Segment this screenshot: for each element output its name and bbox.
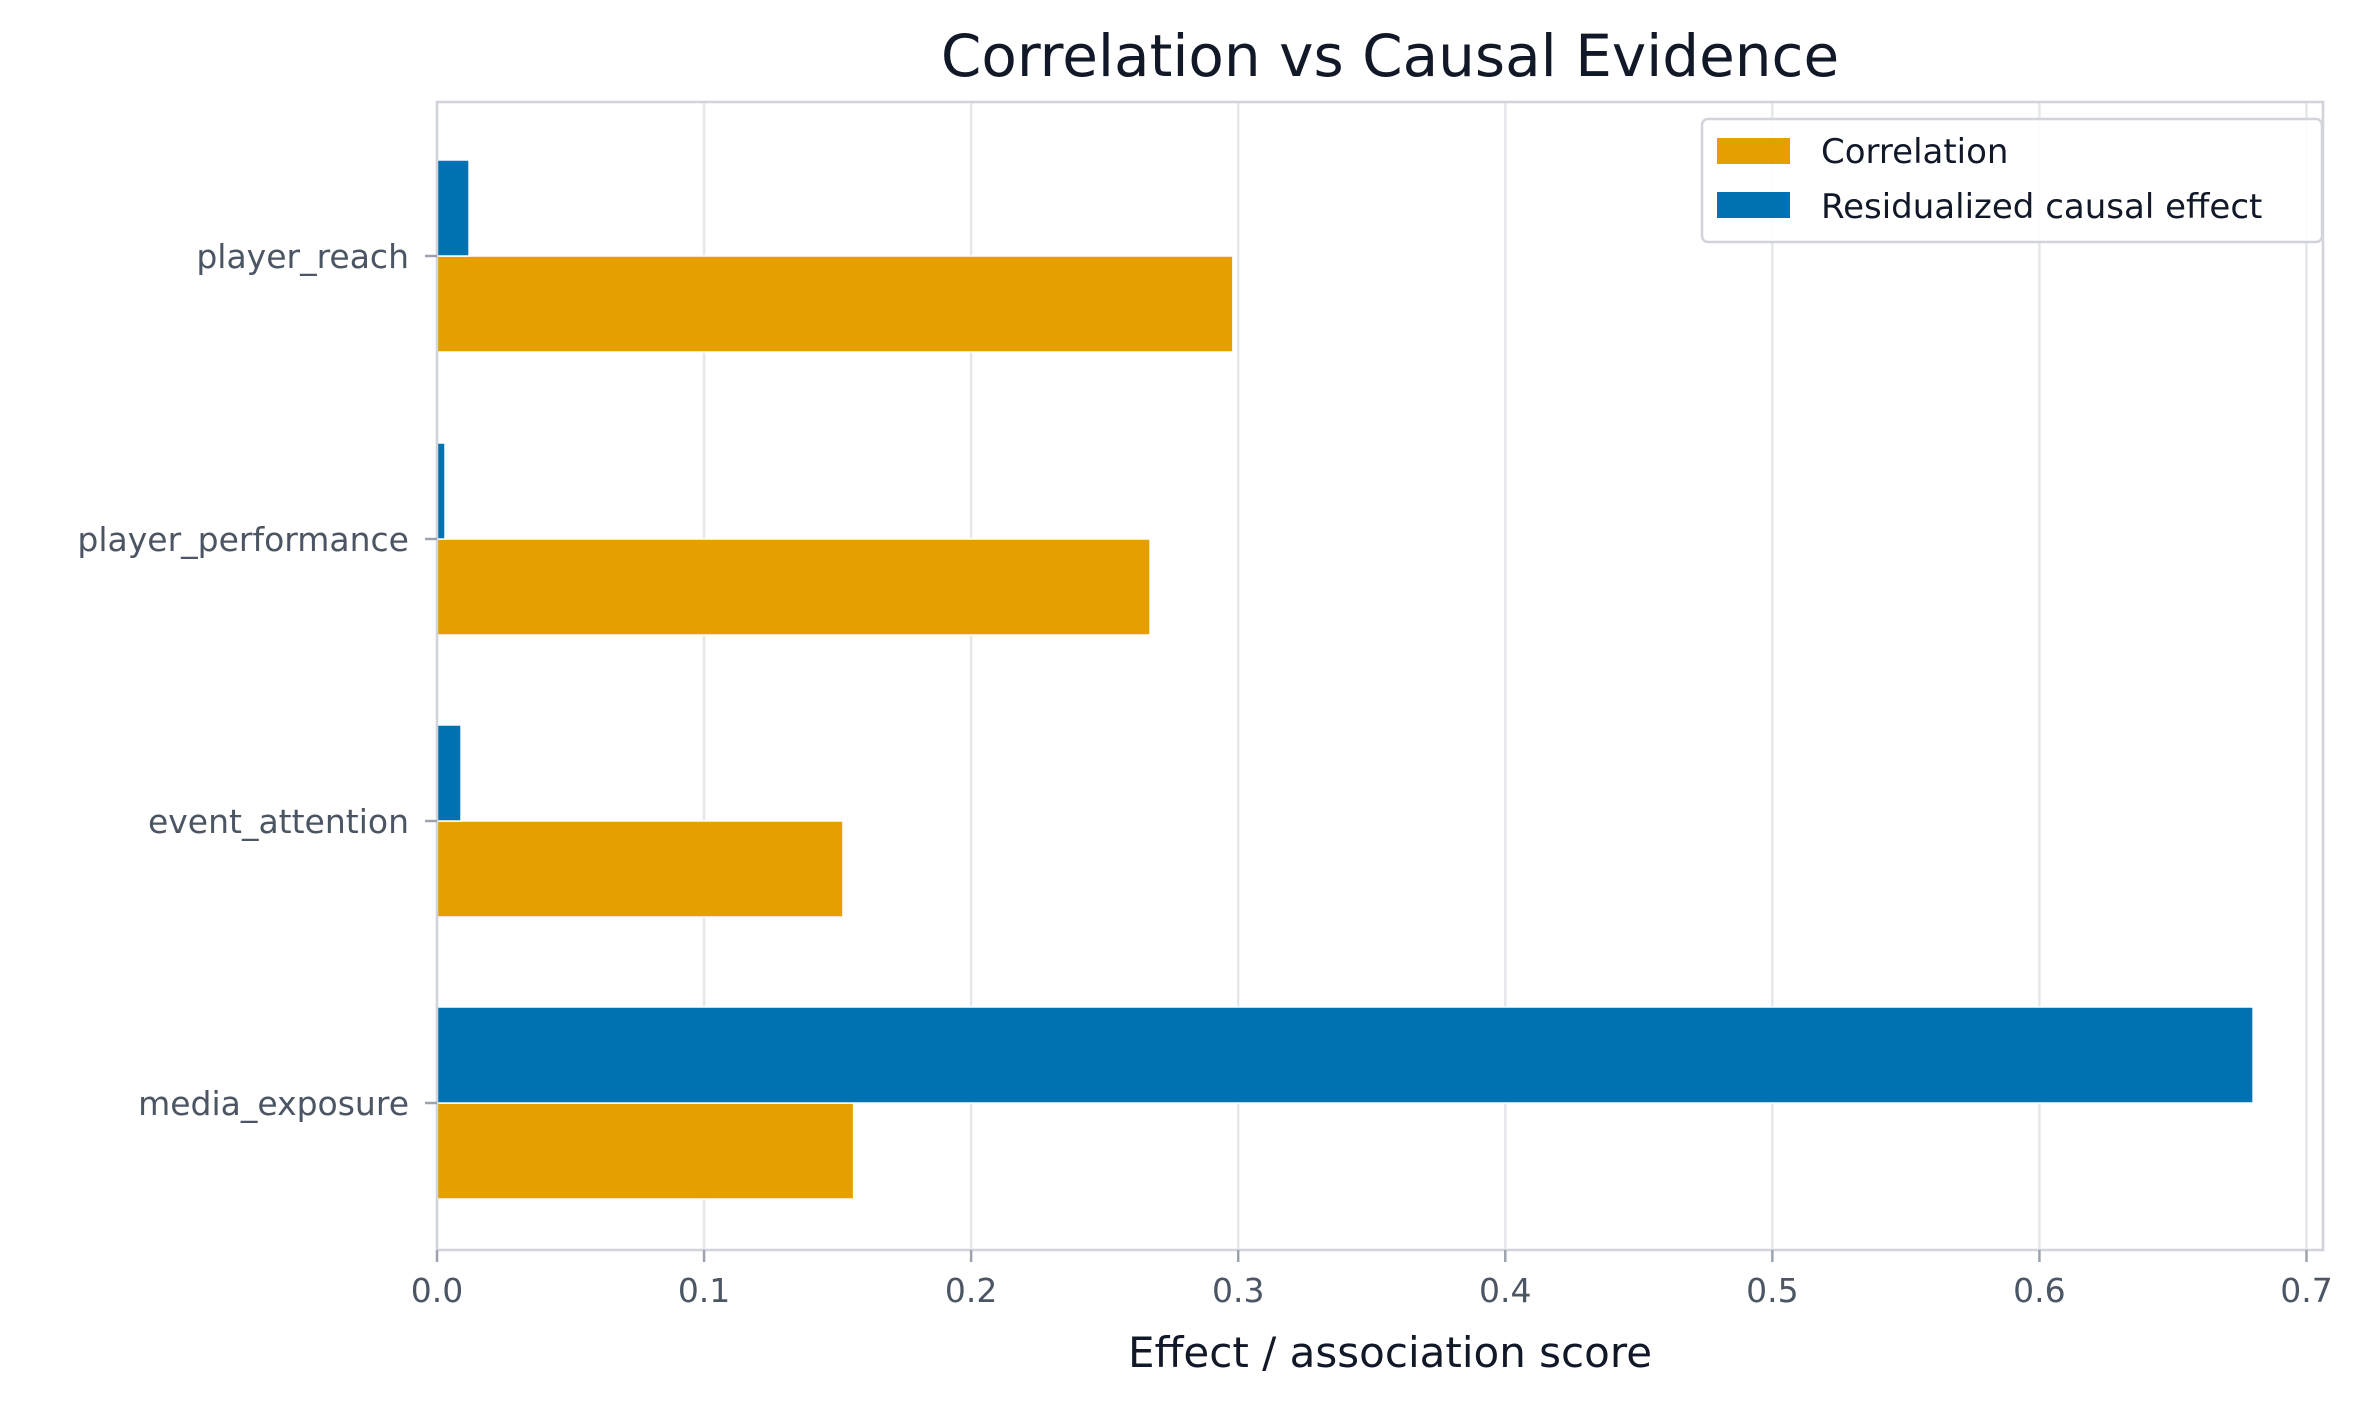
legend-label-causal-effect: Residualized causal effect xyxy=(1821,187,2262,227)
x-tick-label: 0.1 xyxy=(678,1271,730,1310)
legend-frame xyxy=(1700,117,2324,244)
x-tick-label: 0.6 xyxy=(2013,1271,2065,1310)
bar-causal-effect-player-reach xyxy=(436,159,470,257)
x-tick-label: 0.4 xyxy=(1479,1271,1531,1310)
x-ticks: 0.0 0.1 0.2 0.3 0.4 0.5 0.6 0.7 xyxy=(411,1250,2333,1310)
bar-correlation-media-exposure xyxy=(436,1102,855,1200)
legend-swatch-correlation xyxy=(1717,138,1790,164)
y-tick-label: player_reach xyxy=(196,237,409,276)
bar-causal-effect-event-attention xyxy=(436,724,462,822)
x-tick-label: 0.0 xyxy=(411,1271,463,1310)
y-tick-label: player_performance xyxy=(77,520,409,559)
y-tick-label: event_attention xyxy=(148,802,409,841)
x-tick-label: 0.3 xyxy=(1212,1271,1264,1310)
plot-frame xyxy=(435,100,2325,1252)
x-tick-label: 0.2 xyxy=(945,1271,997,1310)
x-tick-label: 0.5 xyxy=(1746,1271,1798,1310)
y-ticks: media_exposure event_attention player_perf… xyxy=(77,237,437,1123)
chart-title: Correlation vs Causal Evidence xyxy=(941,22,1839,90)
legend-label-correlation: Correlation xyxy=(1821,132,2008,172)
bar-correlation-event-attention xyxy=(436,820,844,918)
bar-causal-effect-media-exposure xyxy=(436,1006,2254,1104)
legend-swatch-causal-effect xyxy=(1717,192,1790,218)
bar-correlation-player-performance xyxy=(436,538,1151,636)
x-axis-label: Effect / association score xyxy=(1128,1328,1652,1377)
legend: Correlation Residualized causal effect xyxy=(1700,117,2324,244)
y-tick-label: media_exposure xyxy=(138,1084,409,1123)
bars xyxy=(436,159,2254,1200)
x-tick-label: 0.7 xyxy=(2280,1271,2332,1310)
bar-correlation-player-reach xyxy=(436,255,1234,353)
